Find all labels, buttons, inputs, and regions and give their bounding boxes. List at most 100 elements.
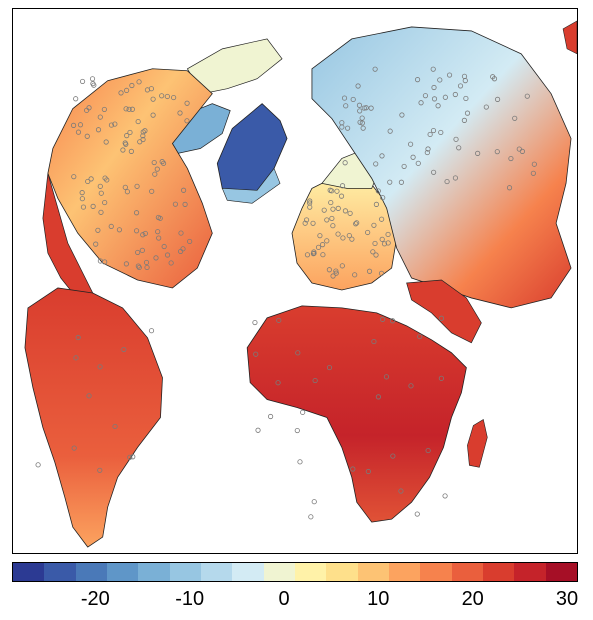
station-marker	[373, 252, 379, 258]
station-marker	[508, 155, 514, 162]
station-marker	[353, 221, 359, 227]
colorbar-segment	[169, 563, 201, 581]
station-marker	[150, 96, 156, 102]
colorbar-segment	[514, 563, 546, 581]
station-marker	[103, 139, 109, 145]
station-marker	[452, 175, 459, 181]
arabia-region	[406, 279, 482, 344]
station-marker	[375, 394, 381, 400]
station-marker	[140, 136, 146, 143]
station-marker	[329, 188, 335, 194]
station-marker	[77, 122, 84, 128]
colorbar-segment	[388, 563, 421, 581]
station-marker	[381, 241, 388, 247]
colorbar-segment	[200, 563, 233, 581]
station-marker	[438, 375, 444, 381]
station-marker	[159, 93, 165, 99]
station-marker	[494, 149, 500, 155]
station-marker	[139, 247, 145, 253]
station-marker	[335, 205, 341, 211]
station-marker	[310, 220, 316, 226]
station-marker	[304, 252, 311, 258]
station-marker	[352, 272, 358, 278]
station-marker	[530, 170, 536, 176]
station-marker	[326, 267, 332, 273]
station-marker	[357, 108, 363, 114]
station-marker	[153, 255, 159, 261]
station-marker	[438, 129, 444, 136]
station-marker	[340, 235, 346, 241]
colorbar-segment	[44, 563, 76, 581]
station-marker	[164, 93, 170, 100]
south-america-region	[24, 287, 163, 548]
station-marker	[324, 217, 330, 223]
station-markers	[35, 66, 537, 520]
station-marker	[342, 208, 349, 214]
station-marker	[116, 227, 123, 233]
station-marker	[380, 195, 386, 201]
station-marker	[375, 188, 381, 194]
station-marker	[295, 350, 301, 356]
station-marker	[333, 270, 339, 276]
station-marker	[435, 103, 441, 109]
station-marker	[378, 270, 385, 276]
station-marker	[422, 93, 429, 99]
colorbar-segment	[263, 563, 295, 581]
station-marker	[122, 140, 128, 146]
station-marker	[73, 355, 79, 361]
station-marker	[339, 120, 345, 126]
station-marker	[79, 78, 86, 85]
station-marker	[126, 106, 132, 112]
station-marker	[311, 499, 317, 505]
station-marker	[385, 240, 391, 246]
station-marker	[341, 95, 348, 101]
station-marker	[154, 166, 160, 172]
station-marker	[130, 454, 136, 460]
station-marker	[354, 220, 360, 226]
station-marker	[387, 179, 393, 185]
station-marker	[129, 82, 135, 89]
station-marker	[152, 171, 158, 177]
station-marker	[359, 120, 365, 126]
station-marker	[112, 423, 118, 430]
station-marker	[370, 249, 376, 255]
station-marker	[524, 93, 530, 99]
colorbar-segment	[75, 563, 107, 581]
station-marker	[187, 238, 193, 245]
colorbar-segment	[138, 563, 170, 581]
station-marker	[90, 81, 96, 87]
station-marker	[383, 374, 390, 380]
station-marker	[307, 204, 313, 210]
station-marker	[324, 238, 330, 244]
tick-label: -10	[175, 588, 205, 610]
station-marker	[438, 315, 445, 321]
station-marker	[255, 427, 261, 433]
station-marker	[71, 174, 77, 180]
station-marker	[349, 236, 355, 242]
station-marker	[390, 453, 396, 459]
station-marker	[127, 454, 133, 460]
station-marker	[461, 73, 468, 79]
station-marker	[135, 249, 141, 255]
station-marker	[156, 235, 162, 241]
station-marker	[184, 100, 190, 106]
colorbar-segment	[294, 563, 327, 581]
station-marker	[372, 240, 378, 247]
station-marker	[345, 125, 351, 131]
station-marker	[365, 468, 371, 475]
station-marker	[430, 66, 436, 72]
station-marker	[102, 175, 108, 181]
station-marker	[84, 133, 90, 139]
station-marker	[303, 217, 310, 223]
station-marker	[133, 210, 140, 216]
station-marker	[70, 122, 77, 128]
station-marker	[90, 203, 96, 209]
station-marker	[71, 445, 77, 451]
station-marker	[140, 232, 146, 238]
colorbar-segment	[13, 563, 45, 581]
station-marker	[129, 106, 135, 112]
station-marker	[363, 105, 369, 111]
map-frame	[12, 8, 578, 554]
station-marker	[97, 183, 103, 189]
station-marker	[371, 222, 377, 228]
